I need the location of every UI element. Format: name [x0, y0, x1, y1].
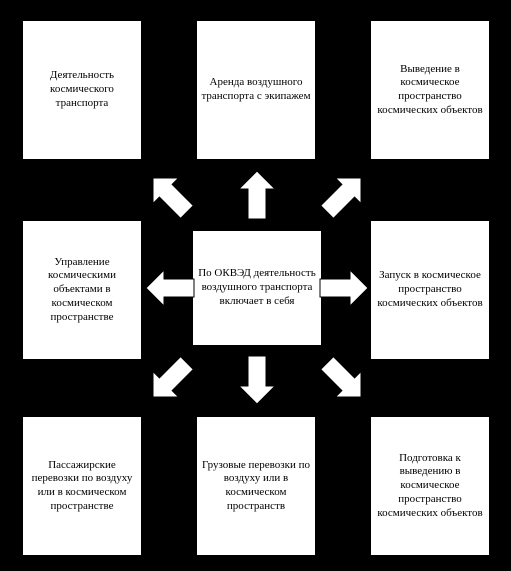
arrow-up-left — [153, 178, 193, 218]
arrow-right — [320, 270, 368, 306]
arrow-down-left — [153, 357, 193, 397]
arrow-up — [239, 171, 275, 219]
arrow-layer — [0, 0, 511, 571]
arrow-down — [239, 356, 275, 404]
arrow-up-right — [321, 178, 361, 218]
arrow-down-right — [321, 357, 361, 397]
arrow-left — [146, 270, 194, 306]
